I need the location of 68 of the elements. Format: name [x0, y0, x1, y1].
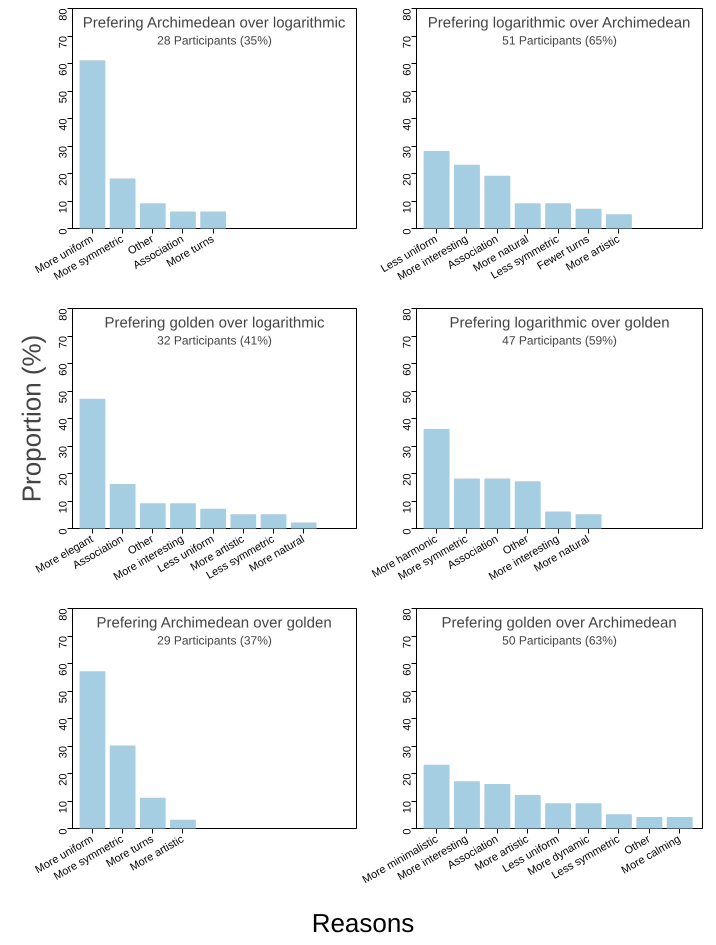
- y-tick-label: 40: [58, 118, 70, 131]
- y-tick-label: 30: [58, 146, 70, 158]
- text: 50 Participants (63%): [502, 633, 617, 648]
- y-tick-label: 70: [58, 36, 70, 48]
- y-tick-label: 30: [402, 446, 414, 458]
- y-tick-label: 0: [402, 828, 414, 835]
- text: 28 Participants (35%): [157, 33, 272, 48]
- y-tick-label: 30: [58, 446, 70, 458]
- x-axis-title: Reasons: [312, 907, 414, 940]
- y-tick-label: 30: [402, 146, 414, 158]
- y-tick-label: 70: [402, 36, 414, 48]
- y-tick-label: 60: [402, 363, 414, 376]
- chart-title: Prefering Archimedean over golden: [96, 614, 332, 632]
- y-tick-label: 30: [58, 746, 70, 758]
- y-tick-label: 20: [402, 773, 414, 786]
- y-tick-label: 10: [58, 200, 70, 214]
- chart-title: Prefering logarithmic over Archimedean: [428, 14, 690, 32]
- text: 47 Participants (59%): [502, 333, 617, 348]
- y-tick-label: 0: [58, 828, 70, 835]
- y-tick-label: 50: [402, 390, 414, 404]
- y-tick-label: 40: [402, 118, 414, 131]
- y-tick-label: 50: [58, 390, 70, 404]
- y-tick-label: 0: [58, 228, 70, 235]
- y-tick-label: 40: [402, 418, 414, 431]
- text: 29 Participants (37%): [157, 633, 272, 648]
- y-tick-label: 20: [58, 473, 70, 486]
- text: 51 Participants (65%): [502, 33, 617, 48]
- y-tick-label: 20: [402, 173, 414, 186]
- y-tick-label: 10: [58, 500, 70, 514]
- y-tick-label: 80: [58, 308, 70, 321]
- y-tick-label: 40: [58, 718, 70, 731]
- y-axis-title: Proportion (%): [16, 334, 46, 502]
- chart-title: Prefering golden over logarithmic: [104, 314, 326, 332]
- y-tick-label: 50: [402, 90, 414, 104]
- y-tick-label: 80: [402, 308, 414, 321]
- y-tick-label: 70: [402, 336, 414, 348]
- y-tick-label: 70: [58, 336, 70, 348]
- y-tick-label: 40: [402, 718, 414, 731]
- y-tick-label: 60: [58, 663, 70, 676]
- y-tick-label: 80: [58, 8, 70, 21]
- y-tick-label: 10: [58, 800, 70, 814]
- y-tick-label: 80: [402, 608, 414, 621]
- y-tick-label: 0: [402, 228, 414, 235]
- y-tick-label: 60: [58, 63, 70, 76]
- y-tick-label: 50: [58, 90, 70, 104]
- y-tick-label: 40: [58, 418, 70, 431]
- y-tick-label: 20: [58, 173, 70, 186]
- y-tick-label: 10: [402, 200, 414, 214]
- y-tick-label: 0: [58, 528, 70, 535]
- y-tick-label: 10: [402, 500, 414, 514]
- y-tick-label: 0: [402, 528, 414, 535]
- y-tick-label: 50: [58, 690, 70, 704]
- text: 32 Participants (41%): [157, 333, 272, 348]
- y-tick-label: 60: [402, 663, 414, 676]
- y-tick-label: 70: [58, 636, 70, 648]
- y-tick-label: 30: [402, 746, 414, 758]
- y-tick-label: 10: [402, 800, 414, 814]
- y-tick-label: 20: [402, 473, 414, 486]
- chart-title: Prefering logarithmic over golden: [449, 314, 670, 332]
- y-tick-label: 80: [58, 608, 70, 621]
- y-tick-label: 80: [402, 8, 414, 21]
- y-tick-label: 70: [402, 636, 414, 648]
- y-tick-label: 50: [402, 690, 414, 704]
- y-tick-label: 20: [58, 773, 70, 786]
- chart-title: Prefering Archimedean over logarithmic: [82, 14, 346, 32]
- y-tick-label: 60: [402, 63, 414, 76]
- y-tick-label: 60: [58, 363, 70, 376]
- chart-title: Prefering golden over Archimedean: [442, 614, 677, 632]
